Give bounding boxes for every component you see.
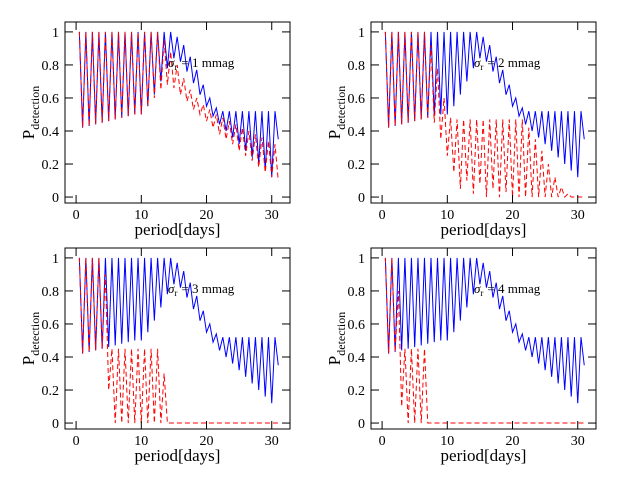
annotation-text: = 3 mmag: [181, 281, 234, 296]
y-tick-label: 0.6: [42, 92, 60, 107]
y-axis-label: Pdetection: [325, 312, 348, 365]
y-label-sub: detection: [28, 86, 42, 130]
plot-area: [384, 31, 585, 198]
annotation-sub: r: [174, 288, 177, 298]
x-axis-label: period[days]: [135, 220, 221, 239]
annotation-sub: r: [480, 62, 483, 72]
x-axis-label: period[days]: [441, 220, 527, 239]
x-tick-label: 20: [506, 434, 520, 449]
data-line: [78, 257, 279, 424]
y-tick-label: 0.4: [42, 351, 60, 366]
annotation: σr = 3 mmag: [168, 281, 235, 298]
annotation-symbol: σ: [168, 281, 175, 296]
y-tick-label: 0.2: [348, 384, 366, 399]
y-tick-label: 0.8: [348, 285, 366, 300]
data-line: [384, 31, 585, 198]
panel: 0 10 20 30 0 0.2 0.4 0.6 0.8 1 period[days] Pdetect…: [325, 247, 597, 465]
x-tick-label: 10: [134, 208, 148, 223]
data-line: [78, 257, 279, 404]
x-tick-label: 10: [440, 208, 454, 223]
y-axis-label: Pdetection: [19, 86, 42, 139]
x-tick-label: 30: [265, 208, 279, 223]
annotation-symbol: σ: [474, 281, 481, 296]
y-tick-label: 0.6: [348, 318, 366, 333]
x-tick-label: 20: [200, 434, 214, 449]
y-tick-label: 0.6: [42, 318, 60, 333]
annotation: σr = 1 mmag: [168, 55, 235, 72]
annotation-text: = 2 mmag: [487, 55, 540, 70]
axes-frame: [64, 21, 291, 204]
panel: 0 10 20 30 0 0.2 0.4 0.6 0.8 1 period[days] Pdetect…: [325, 21, 597, 239]
data-line: [384, 257, 585, 404]
annotation-sub: r: [174, 62, 177, 72]
y-tick-label: 0: [358, 191, 365, 206]
y-tick-label: 0.6: [348, 92, 366, 107]
x-tick-label: 0: [73, 208, 80, 223]
y-tick-label: 0.4: [348, 125, 366, 140]
axes-frame: [64, 247, 291, 430]
y-label-sub: detection: [334, 86, 348, 130]
axes-frame: [370, 247, 597, 430]
x-tick-label: 0: [379, 434, 386, 449]
y-tick-label: 1: [358, 26, 365, 41]
y-label-main: P: [19, 356, 38, 365]
panel: 0 10 20 30 0 0.2 0.4 0.6 0.8 1 period[days] Pdetect…: [19, 21, 291, 239]
data-line: [384, 257, 585, 424]
y-tick-label: 1: [52, 252, 59, 267]
y-tick-label: 0: [358, 417, 365, 432]
y-tick-label: 0: [52, 191, 59, 206]
annotation-sub: r: [480, 288, 483, 298]
x-tick-label: 20: [200, 208, 214, 223]
x-axis-label: period[days]: [441, 446, 527, 465]
plot-area: [384, 257, 585, 424]
y-tick-label: 0.2: [348, 158, 366, 173]
y-tick-label: 1: [52, 26, 59, 41]
y-tick-label: 0.2: [42, 384, 60, 399]
y-tick-label: 0.2: [42, 158, 60, 173]
annotation-text: = 1 mmag: [181, 55, 234, 70]
y-tick-label: 0.8: [42, 59, 60, 74]
axes-frame: [370, 21, 597, 204]
plot-area: [78, 257, 279, 424]
annotation-symbol: σ: [168, 55, 175, 70]
x-tick-label: 10: [134, 434, 148, 449]
y-axis-label: Pdetection: [19, 312, 42, 365]
y-tick-label: 0.4: [42, 125, 60, 140]
y-tick-label: 1: [358, 252, 365, 267]
x-axis-label: period[days]: [135, 446, 221, 465]
y-tick-label: 0.8: [42, 285, 60, 300]
x-tick-label: 20: [506, 208, 520, 223]
y-tick-label: 0.4: [348, 351, 366, 366]
x-tick-label: 0: [73, 434, 80, 449]
annotation: σr = 2 mmag: [474, 55, 541, 72]
x-tick-label: 10: [440, 434, 454, 449]
y-label-sub: detection: [28, 312, 42, 356]
y-tick-label: 0: [52, 417, 59, 432]
plot-area: [78, 31, 279, 181]
annotation: σr = 4 mmag: [474, 281, 541, 298]
annotation-text: = 4 mmag: [487, 281, 540, 296]
x-tick-label: 30: [265, 434, 279, 449]
x-tick-label: 30: [571, 208, 585, 223]
y-label-main: P: [325, 130, 344, 139]
y-label-main: P: [19, 130, 38, 139]
annotation-symbol: σ: [474, 55, 481, 70]
x-tick-label: 30: [571, 434, 585, 449]
y-label-sub: detection: [334, 312, 348, 356]
data-line: [78, 31, 279, 181]
panel: 0 10 20 30 0 0.2 0.4 0.6 0.8 1 period[days] Pdetect…: [19, 247, 291, 465]
y-axis-label: Pdetection: [325, 86, 348, 139]
y-tick-label: 0.8: [348, 59, 366, 74]
x-tick-label: 0: [379, 208, 386, 223]
y-label-main: P: [325, 356, 344, 365]
